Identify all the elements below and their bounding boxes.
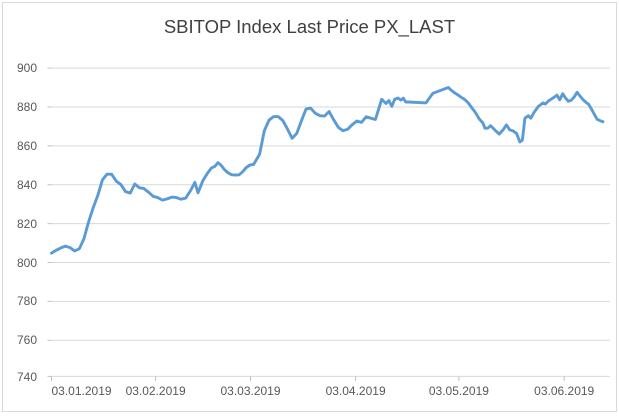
svg-text:880: 880: [17, 100, 37, 114]
svg-text:03.02.2019: 03.02.2019: [126, 384, 186, 398]
svg-text:820: 820: [17, 217, 37, 231]
svg-text:03.06.2019: 03.06.2019: [534, 384, 594, 398]
svg-text:740: 740: [17, 370, 37, 384]
svg-text:840: 840: [17, 178, 37, 192]
svg-text:03.01.2019: 03.01.2019: [52, 384, 112, 398]
svg-text:780: 780: [17, 294, 37, 308]
svg-text:800: 800: [17, 256, 37, 270]
svg-text:03.05.2019: 03.05.2019: [429, 384, 489, 398]
svg-text:03.04.2019: 03.04.2019: [326, 384, 386, 398]
svg-text:760: 760: [17, 333, 37, 347]
svg-text:03.03.2019: 03.03.2019: [220, 384, 280, 398]
svg-text:860: 860: [17, 139, 37, 153]
svg-text:900: 900: [17, 61, 37, 75]
